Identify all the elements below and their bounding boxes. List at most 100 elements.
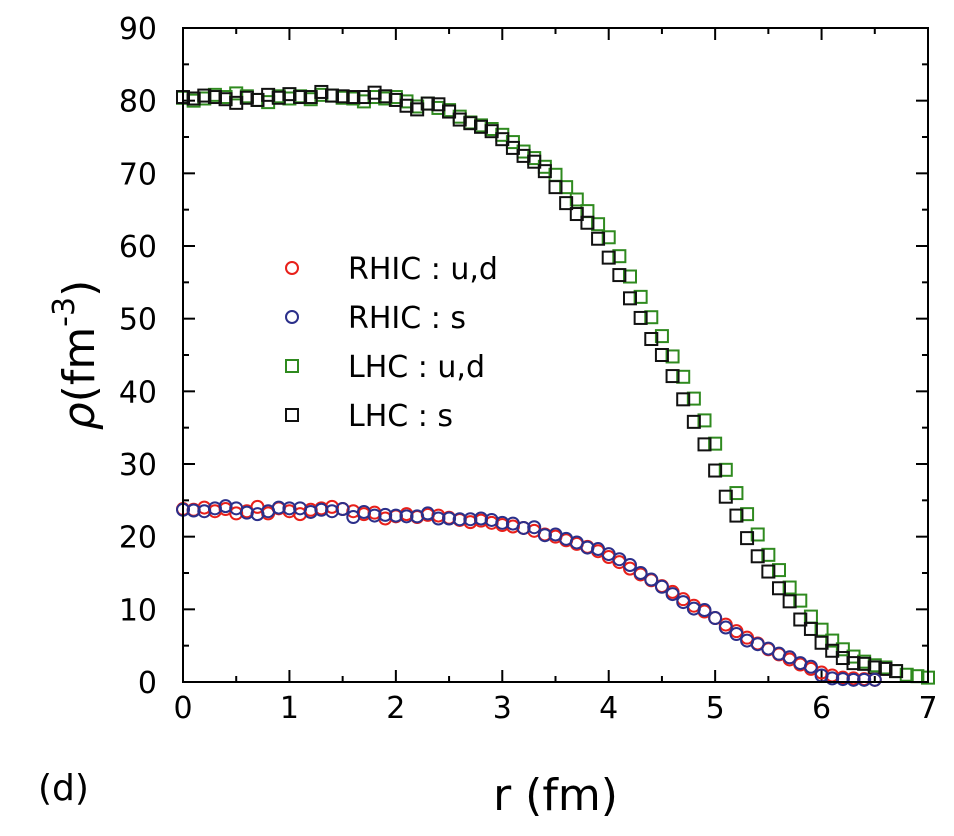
y-axis-label: ρ(fm-3) (47, 280, 105, 431)
data-point (633, 310, 648, 325)
data-point (623, 291, 637, 306)
data-point (697, 413, 712, 428)
data-point (708, 611, 723, 626)
data-point (803, 621, 818, 636)
x-tick-label: 5 (706, 691, 725, 726)
y-tick-label: 80 (119, 85, 157, 120)
data-point (612, 552, 627, 567)
x-tick-label: 2 (386, 691, 405, 726)
data-point (431, 97, 446, 112)
data-point (452, 112, 467, 127)
data-point (825, 643, 840, 658)
data-point (569, 192, 584, 207)
data-point (644, 310, 659, 325)
data-point (846, 672, 861, 687)
data-point (388, 508, 403, 523)
data-point (559, 196, 574, 211)
y-tick-label: 30 (119, 448, 157, 483)
data-point (686, 601, 701, 616)
data-point (750, 549, 765, 564)
legend-label: LHC : u,d (348, 350, 485, 385)
data-point (889, 664, 904, 679)
data-point (537, 164, 552, 179)
data-point (474, 511, 488, 526)
axis-ticks (182, 27, 929, 683)
x-axis-label: r (fm) (493, 770, 618, 821)
data-point (314, 84, 329, 99)
data-point (835, 672, 850, 687)
y-tick-label: 50 (119, 303, 157, 338)
data-point (718, 489, 733, 504)
plot-frame (182, 27, 929, 683)
data-point (261, 87, 276, 102)
data-point (239, 505, 254, 520)
data-point (846, 656, 861, 671)
data-point (676, 595, 691, 610)
data-point (218, 92, 233, 107)
data-point (527, 520, 542, 535)
data-point (740, 531, 755, 546)
data-point (325, 88, 339, 103)
data-point (803, 659, 818, 674)
data-point (282, 87, 297, 102)
legend-label: LHC : s (348, 399, 453, 434)
y-axis-exponent: -3 (47, 297, 82, 327)
data-point (612, 249, 627, 264)
data-point (697, 603, 712, 618)
data-point (431, 511, 446, 526)
data-point (654, 348, 669, 362)
y-tick-label: 60 (119, 230, 157, 265)
data-point (314, 502, 329, 517)
data-point (793, 593, 808, 608)
panel-label: (d) (38, 768, 89, 809)
data-point (527, 154, 542, 169)
data-point (378, 89, 393, 104)
data-point (559, 180, 574, 195)
data-point (367, 85, 382, 100)
data-point (633, 289, 648, 304)
series-3 (176, 84, 904, 679)
data-point (452, 512, 467, 527)
y-tick-label: 40 (119, 375, 157, 410)
x-tick-label: 3 (493, 691, 512, 726)
data-point (857, 672, 872, 687)
data-point (665, 587, 680, 602)
data-layer (176, 84, 935, 687)
data-point (186, 91, 201, 106)
y-tick-label: 20 (119, 521, 157, 556)
data-point (761, 547, 776, 562)
data-point (463, 116, 478, 131)
y-axis-open-paren: ( (54, 385, 105, 402)
x-tick-label: 6 (812, 691, 831, 726)
y-tick-label: 90 (119, 12, 157, 47)
data-point (335, 89, 350, 104)
data-point (293, 90, 308, 105)
x-tick-label: 1 (280, 691, 299, 726)
y-tick-label: 0 (138, 666, 157, 701)
data-point (463, 512, 478, 527)
data-point (899, 667, 914, 682)
data-point (729, 486, 744, 501)
data-point (644, 572, 659, 587)
data-point (729, 627, 744, 642)
data-point (420, 96, 435, 111)
data-point (686, 414, 701, 429)
data-point (782, 650, 797, 665)
x-tick-label: 4 (599, 691, 618, 726)
data-point (484, 124, 499, 139)
data-point (718, 462, 733, 477)
data-point (708, 436, 723, 451)
data-point (782, 594, 797, 609)
legend-marker (285, 408, 299, 422)
data-point (772, 581, 786, 596)
data-point (782, 580, 797, 595)
data-point (548, 180, 563, 195)
data-point (729, 508, 744, 523)
data-point (825, 671, 840, 686)
data-point (825, 633, 840, 648)
data-point (676, 392, 691, 407)
data-point (654, 329, 669, 344)
data-point (346, 90, 361, 105)
data-point (197, 88, 212, 103)
